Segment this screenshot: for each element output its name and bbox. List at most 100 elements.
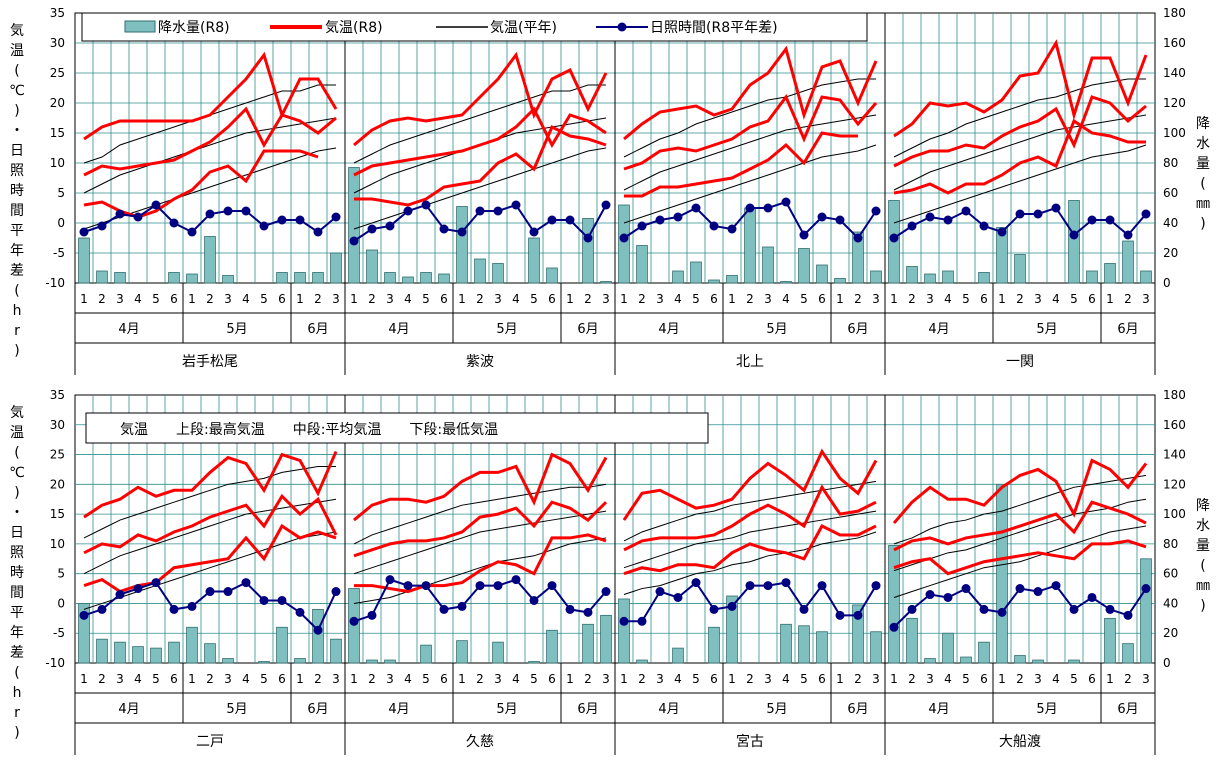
sunshine-point xyxy=(259,595,269,605)
station-label: 久慈 xyxy=(466,734,494,750)
precip-bar xyxy=(708,279,720,284)
left-tick-label: 35 xyxy=(50,388,65,402)
normal-temp-line-mean xyxy=(623,510,877,569)
sunshine-point xyxy=(223,206,233,216)
normal-temp-line-mean xyxy=(353,510,607,575)
sunshine-point xyxy=(331,212,341,222)
period-tick-label: 1 xyxy=(620,292,628,306)
sunshine-point xyxy=(385,575,395,585)
sunshine-point xyxy=(673,212,683,222)
left-axis-label-char: ・ xyxy=(10,123,24,139)
precip-bar xyxy=(780,281,792,284)
month-label: 4月 xyxy=(118,322,139,337)
sunshine-point xyxy=(1069,604,1079,614)
normal-temp-line-mean xyxy=(893,114,1147,191)
sunshine-point xyxy=(1141,584,1151,594)
sunshine-point xyxy=(871,206,881,216)
temp-line-min xyxy=(893,539,1147,576)
left-axis-label-char: r xyxy=(14,705,20,721)
left-axis-label-char: 照 xyxy=(10,163,24,179)
normal-temp-line-max xyxy=(623,78,876,158)
legend-label-precip: 降水量(R8) xyxy=(158,20,230,36)
period-tick-label: 5 xyxy=(962,672,970,686)
period-tick-label: 5 xyxy=(1070,672,1078,686)
month-label: 4月 xyxy=(928,702,949,717)
month-label: 5月 xyxy=(766,322,787,337)
precip-bar xyxy=(924,658,936,664)
sunshine-point xyxy=(1051,581,1061,591)
sunshine-point xyxy=(403,581,413,591)
month-label: 4月 xyxy=(658,702,679,717)
period-tick-label: 2 xyxy=(908,672,916,686)
month-label: 5月 xyxy=(1036,702,1057,717)
precip-bar xyxy=(1014,655,1026,664)
right-axis-label-char: ) xyxy=(1200,598,1205,614)
temp-line-min xyxy=(624,131,858,198)
sunshine-point xyxy=(79,610,89,620)
right-tick-label: 140 xyxy=(1163,66,1186,80)
precip-bar xyxy=(132,646,144,664)
sunshine-point xyxy=(979,221,989,231)
period-tick-label: 1 xyxy=(350,672,358,686)
left-axis-label-char: 気 xyxy=(10,405,24,421)
precip-bar xyxy=(456,206,468,284)
normal-temp-line-min xyxy=(353,147,607,230)
sunshine-point xyxy=(241,206,251,216)
precip-bar xyxy=(492,641,504,664)
right-tick-label: 180 xyxy=(1163,388,1186,402)
right-tick-label: 60 xyxy=(1163,186,1178,200)
sunshine-point xyxy=(475,206,485,216)
sunshine-point xyxy=(1105,604,1115,614)
period-tick-label: 3 xyxy=(1142,672,1150,686)
sunshine-point xyxy=(421,581,431,591)
precip-bar xyxy=(978,272,990,284)
precip-bar xyxy=(186,626,198,664)
period-tick-label: 2 xyxy=(1016,292,1024,306)
temp-line-mean xyxy=(353,106,607,177)
sunshine-point xyxy=(745,203,755,213)
period-tick-label: 2 xyxy=(476,672,484,686)
period-tick-label: 4 xyxy=(674,672,682,686)
left-axis-label-char: ( xyxy=(14,283,19,299)
left-axis-label-char: 時 xyxy=(10,183,24,199)
period-tick-label: 3 xyxy=(764,672,772,686)
period-tick-label: 1 xyxy=(890,672,898,686)
sunshine-point xyxy=(493,206,503,216)
temp-line-mean xyxy=(353,500,608,558)
sunshine-point xyxy=(907,604,917,614)
precip-bar xyxy=(726,275,738,284)
sunshine-point xyxy=(529,595,539,605)
period-tick-label: 1 xyxy=(188,292,196,306)
temp-line-min xyxy=(354,533,607,594)
sunshine-point xyxy=(727,224,737,234)
station-label: 岩手松尾 xyxy=(182,354,238,370)
period-tick-label: 2 xyxy=(368,292,376,306)
precip-bar xyxy=(1086,270,1098,284)
left-axis-label-char: 差 xyxy=(10,645,24,661)
normal-temp-line-mean xyxy=(893,498,1147,572)
sunshine-point xyxy=(277,595,287,605)
period-tick-label: 4 xyxy=(134,292,142,306)
left-axis-label-char: 日 xyxy=(10,525,24,541)
precip-bar xyxy=(618,204,630,284)
sunshine-point xyxy=(619,616,629,626)
period-tick-label: 3 xyxy=(224,292,232,306)
precip-bar xyxy=(942,632,954,664)
period-tick-label: 3 xyxy=(656,672,664,686)
left-axis-label-char: ) xyxy=(14,485,19,501)
period-tick-label: 1 xyxy=(1106,292,1114,306)
sunshine-point xyxy=(403,206,413,216)
period-tick-label: 6 xyxy=(710,672,718,686)
period-tick-label: 3 xyxy=(386,292,394,306)
sunshine-point xyxy=(565,604,575,614)
left-tick-label: 0 xyxy=(57,216,65,230)
period-tick-label: 1 xyxy=(458,292,466,306)
precip-bar xyxy=(258,661,270,664)
station-label: 宮古 xyxy=(736,734,764,750)
left-axis-label-char: 間 xyxy=(10,203,24,219)
precip-bar xyxy=(816,631,828,664)
period-tick-label: 3 xyxy=(872,292,880,306)
